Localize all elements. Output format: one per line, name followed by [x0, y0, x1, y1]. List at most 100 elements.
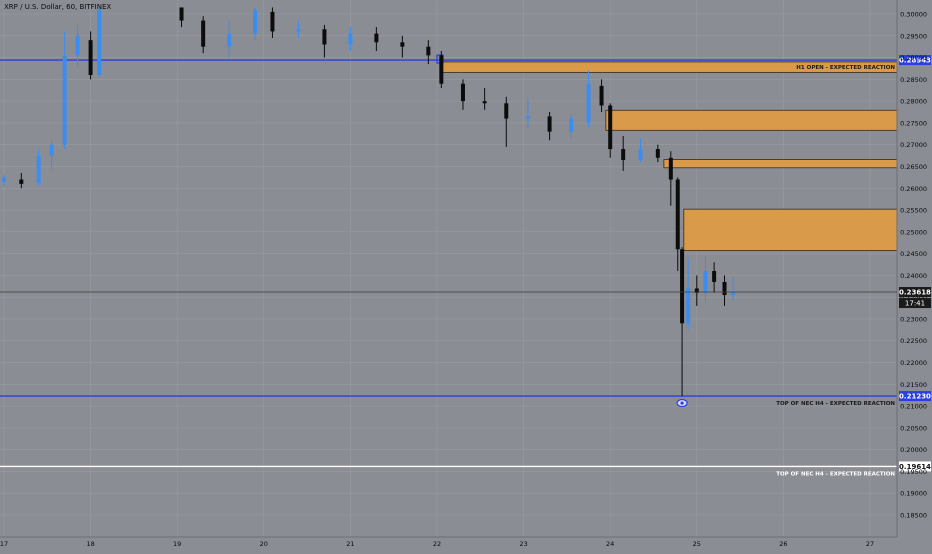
- time-tick-label: 21: [346, 540, 354, 548]
- price-tick-label: 0.19000: [900, 490, 927, 498]
- price-tick-label: 0.22000: [900, 359, 927, 367]
- candle-body: [49, 144, 54, 156]
- price-tick-label: 0.19500: [900, 468, 927, 476]
- candle-body: [608, 105, 613, 150]
- candle-body: [722, 281, 727, 295]
- time-tick-label: 19: [173, 540, 181, 548]
- candle-body: [179, 7, 184, 21]
- time-axis[interactable]: 17 18 19 20 21 22 23 24 25 26 27: [0, 540, 874, 548]
- candle-body: [655, 149, 660, 158]
- grid-layer: [0, 0, 897, 537]
- level-price-box: [899, 461, 931, 472]
- candle-body: [227, 33, 232, 47]
- price-axis-panel[interactable]: [897, 0, 932, 537]
- candle-body: [694, 288, 699, 293]
- level-price-label: 0.21230: [899, 393, 931, 401]
- countdown-box: [899, 298, 931, 309]
- chart-title: XRP / U.S. Dollar, 60, BITFINEX: [4, 3, 111, 11]
- candle-body: [482, 101, 487, 104]
- candle-body: [460, 83, 465, 102]
- supply-zone: [605, 109, 898, 131]
- price-tick-label: 0.25000: [900, 228, 927, 236]
- supply-zone: [663, 159, 898, 169]
- candle-body: [2, 177, 6, 182]
- candle-body: [426, 46, 431, 56]
- price-tick-label: 0.29000: [900, 54, 927, 62]
- time-tick-label: 20: [260, 540, 268, 548]
- candle-body: [686, 288, 691, 324]
- candle-body: [675, 179, 680, 250]
- candle-body: [296, 29, 301, 32]
- supply-zone: [683, 208, 898, 251]
- time-tick-label: 27: [866, 540, 874, 548]
- candle-body: [400, 42, 405, 47]
- candles-layer: [2, 7, 736, 397]
- time-tick-label: 23: [519, 540, 527, 548]
- price-tick-label: 0.25500: [900, 207, 927, 215]
- time-axis-panel[interactable]: [0, 537, 932, 550]
- candle-body: [19, 179, 24, 184]
- time-tick-label: 26: [779, 540, 787, 548]
- candle-body: [525, 116, 530, 119]
- price-tick-label: 0.22500: [900, 337, 927, 345]
- time-tick-label: 17: [0, 540, 8, 548]
- candle-body: [621, 149, 626, 160]
- candle-body: [599, 85, 604, 106]
- candle-body: [62, 55, 67, 145]
- candle-body: [88, 40, 93, 75]
- candle-body: [504, 103, 509, 119]
- candle-body: [97, 9, 102, 75]
- candle-body: [547, 116, 552, 132]
- price-tick-label: 0.21000: [900, 403, 927, 411]
- price-tick-label: 0.26000: [900, 185, 927, 193]
- price-tick-label: 0.28500: [900, 76, 927, 84]
- candle-body: [348, 33, 353, 45]
- level-label: TOP OF NEC H4 - EXPECTED REACTION: [776, 401, 895, 407]
- candle-body: [569, 118, 574, 132]
- price-tick-label: 0.27000: [900, 141, 927, 149]
- time-tick-label: 18: [86, 540, 94, 548]
- candle-body: [668, 157, 673, 180]
- price-axis[interactable]: 0.28943 0.21230 0.19614 0.30000 0.29500 0.290…: [899, 11, 931, 520]
- price-tick-label: 0.24000: [900, 272, 927, 280]
- level-price-box: [899, 55, 931, 66]
- price-tick-label: 0.28000: [900, 98, 927, 106]
- level-label: TOP OF NEC H4 - EXPECTED REACTION: [776, 471, 895, 477]
- candle-body: [253, 9, 258, 34]
- candle-body: [731, 291, 736, 295]
- price-tick-label: 0.30000: [900, 11, 927, 19]
- current-price-box: [899, 287, 931, 298]
- time-tick-label: 24: [606, 540, 614, 548]
- eye-icon[interactable]: [676, 398, 688, 408]
- candle-body: [638, 149, 643, 160]
- price-tick-label: 0.23500: [900, 294, 927, 302]
- candle-body: [322, 29, 327, 45]
- time-tick-label: 25: [693, 540, 701, 548]
- candle-body: [270, 11, 275, 32]
- level-label: H1 OPEN - EXPECTED REACTION: [796, 65, 895, 71]
- candle-body: [680, 249, 685, 324]
- price-tick-label: 0.27500: [900, 119, 927, 127]
- level-price-label: 0.19614: [899, 463, 931, 471]
- candle-body: [201, 20, 206, 47]
- countdown-label: 17:41: [905, 300, 925, 308]
- price-tick-label: 0.24500: [900, 250, 927, 258]
- price-tick-label: 0.29500: [900, 32, 927, 40]
- price-tick-label: 0.23000: [900, 315, 927, 323]
- level-price-label: 0.28943: [899, 57, 931, 65]
- price-tick-label: 0.20000: [900, 446, 927, 454]
- candle-body: [75, 35, 80, 56]
- price-tick-label: 0.20500: [900, 424, 927, 432]
- current-price-label: 0.23618: [899, 289, 931, 297]
- level-price-box: [899, 391, 931, 402]
- price-tick-label: 0.26500: [900, 163, 927, 171]
- candle-body: [439, 55, 444, 84]
- levels-layer: H1 OPEN - EXPECTED REACTION TOP OF NEC H4…: [0, 54, 897, 477]
- candle-body: [586, 83, 591, 123]
- candle-body: [712, 271, 717, 282]
- candle-body: [374, 33, 379, 43]
- price-tick-label: 0.18500: [900, 512, 927, 520]
